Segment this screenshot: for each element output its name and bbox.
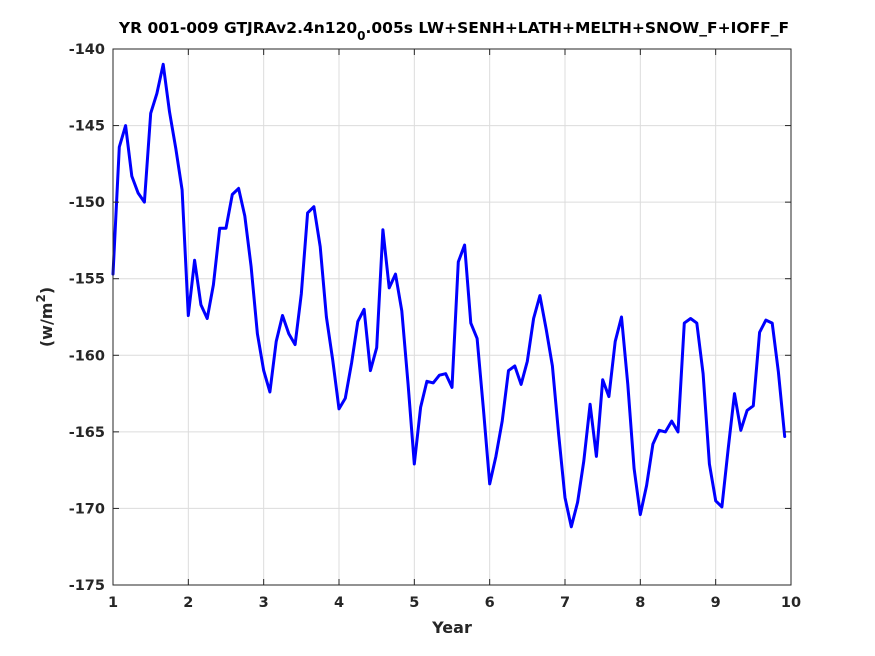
x-tick-label: 7 [560,595,570,611]
y-tick-label: -155 [69,272,105,288]
series-layer [111,62,787,529]
x-tick-label: 2 [183,595,193,611]
y-axis-label: (w/m2) [34,287,56,347]
y-tick-label: -160 [69,348,105,364]
x-axis-ticks: 1 2 3 4 5 6 7 8 9 10 [108,49,801,611]
x-tick-label: 5 [409,595,419,611]
y-tick-label: -175 [69,578,105,594]
x-tick-label: 9 [711,595,721,611]
y-axis-ticks: -140 -145 -150 -155 -160 -165 -170 -175 [69,42,791,594]
x-tick-label: 3 [259,595,269,611]
x-tick-label: 6 [485,595,495,611]
y-tick-label: -170 [69,501,105,517]
chart-title-subscript: 0 [357,29,365,43]
y-tick-label: -145 [69,119,105,135]
series-line [111,62,787,529]
x-tick-label: 10 [781,595,801,611]
x-axis-label: Year [431,618,472,637]
x-tick-label: 4 [334,595,344,611]
y-tick-label: -140 [69,42,105,58]
axes-box [112,48,792,586]
y-tick-label: -165 [69,425,105,441]
plot-area [113,49,791,585]
y-axis-label-superscript: 2 [34,294,48,302]
chart-title: YR 001-009 GTJRAv2.4n1200.005s LW+SENH+L… [118,19,789,43]
x-tick-label: 1 [108,595,118,611]
x-tick-label: 8 [635,595,645,611]
y-tick-label: -150 [69,195,105,211]
